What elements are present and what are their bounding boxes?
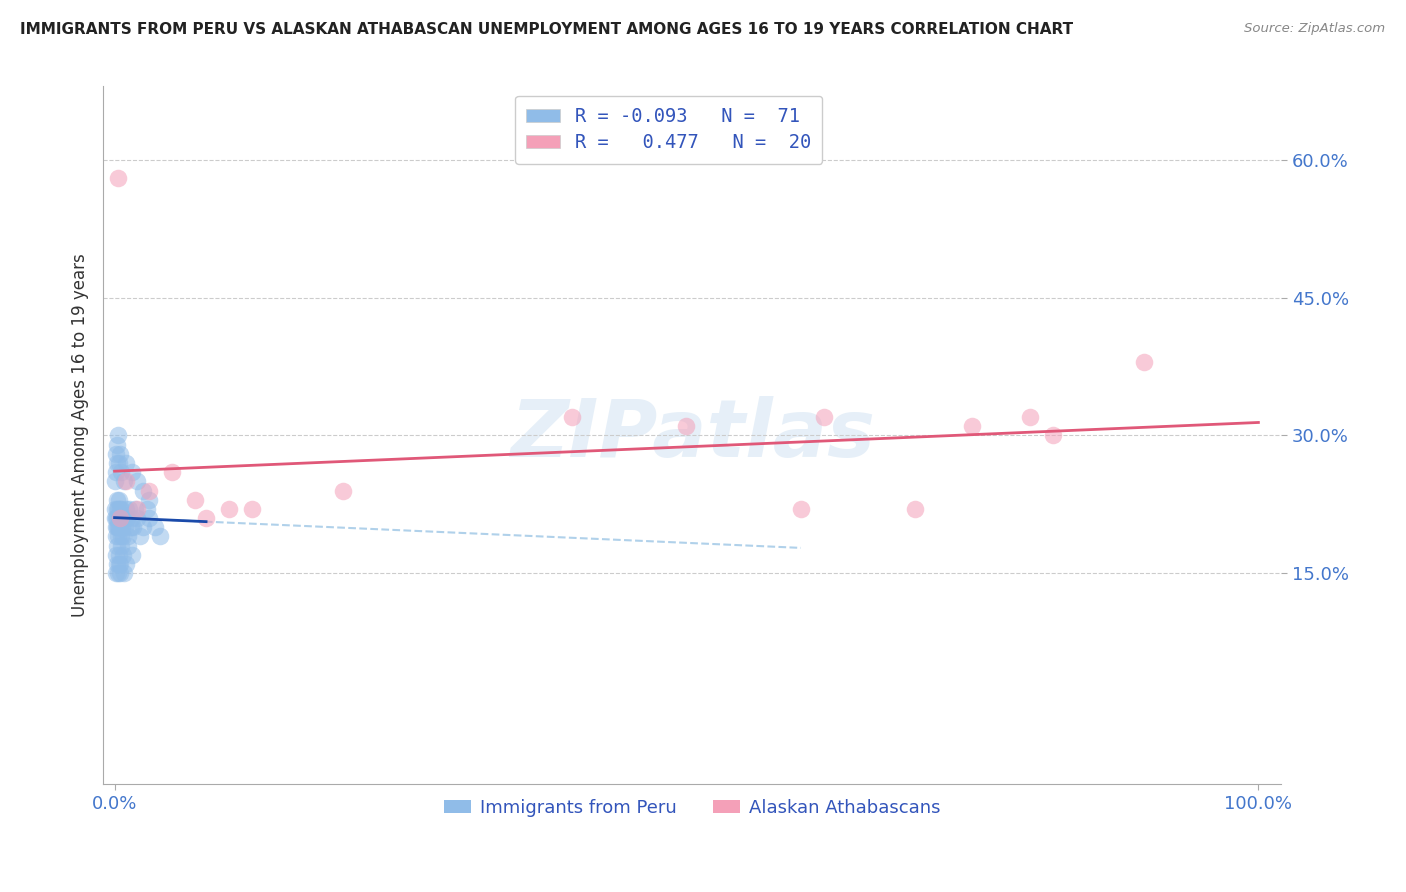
Point: [108, 548, 131, 562]
Point: [122, 520, 145, 534]
Point: [104, 465, 127, 479]
Point: [160, 465, 183, 479]
Point: [108, 492, 131, 507]
Point: [105, 520, 128, 534]
Point: [107, 501, 129, 516]
Point: [117, 539, 139, 553]
Point: [107, 511, 129, 525]
Point: [105, 557, 128, 571]
Point: [111, 520, 134, 534]
Point: [108, 520, 131, 534]
Point: [218, 501, 240, 516]
Text: IMMIGRANTS FROM PERU VS ALASKAN ATHABASCAN UNEMPLOYMENT AMONG AGES 16 TO 19 YEAR: IMMIGRANTS FROM PERU VS ALASKAN ATHABASC…: [20, 22, 1073, 37]
Point: [104, 520, 127, 534]
Point: [240, 501, 263, 516]
Point: [127, 475, 149, 489]
Point: [790, 501, 813, 516]
Point: [111, 548, 134, 562]
Point: [111, 511, 134, 525]
Point: [107, 557, 129, 571]
Point: [105, 456, 128, 470]
Point: [121, 548, 143, 562]
Point: [120, 520, 142, 534]
Point: [138, 492, 160, 507]
Point: [135, 501, 157, 516]
Point: [112, 529, 135, 543]
Point: [675, 419, 697, 434]
Point: [138, 483, 160, 498]
Point: [104, 475, 127, 489]
Point: [110, 511, 132, 525]
Point: [114, 520, 136, 534]
Point: [1042, 428, 1064, 442]
Point: [107, 539, 129, 553]
Y-axis label: Unemployment Among Ages 16 to 19 years: Unemployment Among Ages 16 to 19 years: [72, 253, 89, 617]
Point: [149, 529, 172, 543]
Point: [1133, 355, 1156, 369]
Point: [104, 501, 127, 516]
Point: [104, 529, 127, 543]
Point: [183, 492, 205, 507]
Point: [107, 566, 129, 581]
Point: [1018, 410, 1040, 425]
Point: [107, 428, 129, 442]
Point: [108, 511, 131, 525]
Point: [107, 529, 129, 543]
Point: [128, 529, 150, 543]
Point: [105, 501, 128, 516]
Point: [121, 511, 143, 525]
Point: [115, 456, 138, 470]
Point: [117, 529, 139, 543]
Point: [112, 511, 135, 525]
Point: [110, 529, 132, 543]
Point: [105, 447, 128, 461]
Point: [108, 566, 131, 581]
Point: [121, 465, 143, 479]
Point: [110, 465, 132, 479]
Text: Source: ZipAtlas.com: Source: ZipAtlas.com: [1244, 22, 1385, 36]
Point: [110, 539, 132, 553]
Point: [138, 511, 160, 525]
Point: [110, 447, 132, 461]
Point: [115, 501, 138, 516]
Point: [127, 511, 149, 525]
Point: [105, 492, 128, 507]
Point: [143, 520, 166, 534]
Point: [962, 419, 984, 434]
Point: [110, 511, 132, 525]
Point: [105, 511, 128, 525]
Point: [108, 456, 131, 470]
Point: [107, 437, 129, 451]
Point: [108, 520, 131, 534]
Point: [904, 501, 927, 516]
Point: [132, 520, 155, 534]
Point: [105, 548, 128, 562]
Point: [195, 511, 218, 525]
Point: [115, 475, 138, 489]
Point: [107, 511, 129, 525]
Point: [110, 557, 132, 571]
Legend: Immigrants from Peru, Alaskan Athabascans: Immigrants from Peru, Alaskan Athabascan…: [437, 792, 948, 824]
Point: [132, 483, 155, 498]
Point: [115, 511, 138, 525]
Point: [107, 171, 129, 186]
Point: [813, 410, 835, 425]
Point: [110, 501, 132, 516]
Point: [108, 501, 131, 516]
Point: [107, 520, 129, 534]
Point: [104, 566, 127, 581]
Point: [104, 511, 127, 525]
Point: [118, 501, 141, 516]
Point: [112, 475, 135, 489]
Point: [127, 501, 149, 516]
Point: [112, 566, 135, 581]
Text: ZIPatlas: ZIPatlas: [510, 396, 875, 475]
Point: [115, 557, 138, 571]
Point: [124, 501, 146, 516]
Point: [561, 410, 583, 425]
Point: [332, 483, 354, 498]
